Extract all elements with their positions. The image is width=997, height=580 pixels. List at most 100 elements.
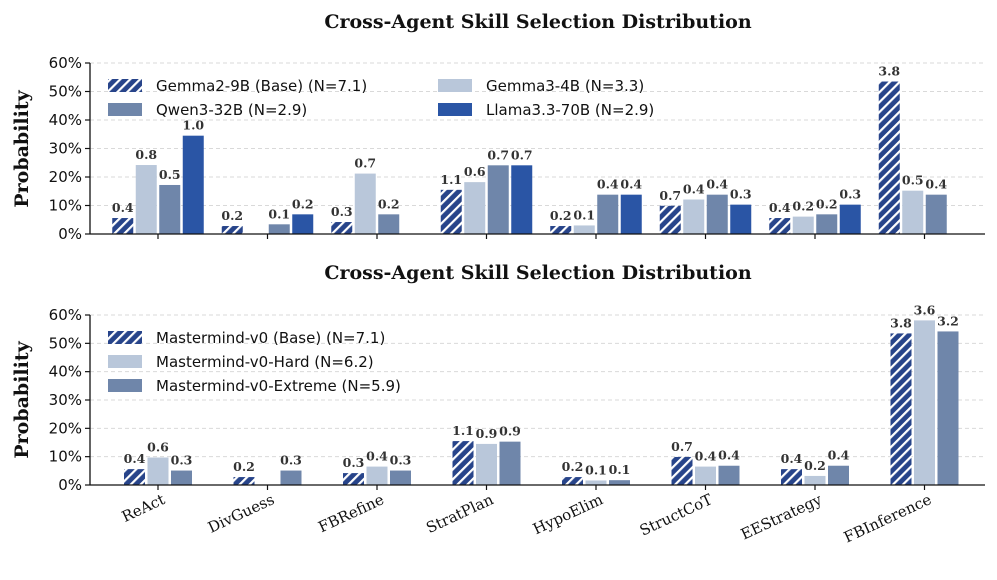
y-tick-label: 10%: [49, 448, 82, 466]
chart-title: Cross-Agent Skill Selection Distribution: [324, 11, 752, 33]
data-label: 0.2: [292, 196, 314, 211]
bar: [280, 470, 302, 485]
legend: Mastermind-v0 (Base) (N=7.1) Mastermind-v…: [108, 329, 401, 395]
data-label: 0.2: [378, 196, 400, 211]
bar: [839, 204, 861, 234]
y-axis-label: Probability: [11, 340, 33, 458]
data-label: 0.3: [839, 187, 861, 202]
bars: [124, 320, 959, 485]
legend-entry: Gemma3-4B (N=3.3): [486, 77, 644, 95]
bar: [828, 465, 849, 485]
data-label: 0.7: [659, 188, 681, 203]
x-tick-label: FBRefine: [316, 490, 387, 536]
legend-entry: Mastermind-v0 (Base) (N=7.1): [156, 329, 385, 347]
bar: [331, 222, 353, 234]
data-label: 0.2: [804, 458, 826, 473]
data-label: 0.6: [147, 440, 169, 455]
data-label: 3.8: [890, 315, 912, 330]
data-label: 0.2: [562, 459, 584, 474]
legend-swatch: [108, 379, 142, 392]
bar: [816, 214, 838, 234]
legend: Gemma2-9B (Base) (N=7.1) Gemma3-4B (N=3.3…: [108, 77, 654, 119]
data-label: 0.1: [268, 206, 290, 221]
data-label: 0.2: [233, 459, 255, 474]
data-label: 0.5: [159, 167, 181, 182]
bar: [890, 333, 912, 485]
data-label: 0.7: [511, 147, 533, 162]
legend-entry: Gemma2-9B (Base) (N=7.1): [156, 77, 367, 95]
data-label: 0.5: [902, 173, 924, 188]
data-label: 0.2: [221, 208, 243, 223]
axes: 0% 10% 20% 30% 40% 50% 60%: [49, 54, 985, 243]
y-tick-label: 50%: [49, 83, 82, 101]
data-label: 0.2: [550, 208, 572, 223]
bar: [597, 194, 619, 234]
y-tick-label: 60%: [49, 54, 82, 72]
data-label: 0.3: [730, 187, 752, 202]
data-label: 0.4: [718, 448, 740, 463]
gridlines: [90, 62, 985, 206]
data-label: 0.4: [695, 449, 717, 464]
data-label: 1.1: [452, 423, 474, 438]
bar: [159, 184, 181, 234]
bar: [112, 218, 134, 234]
bar: [452, 441, 474, 485]
bar: [476, 443, 497, 485]
bar: [440, 189, 462, 234]
bar: [769, 218, 791, 234]
bar: [781, 469, 802, 485]
legend-swatch: [108, 103, 142, 116]
bar: [343, 473, 364, 485]
y-tick-label: 40%: [49, 363, 82, 381]
bar: [221, 226, 243, 234]
legend-swatch: [438, 103, 472, 116]
data-label: 3.2: [937, 313, 959, 328]
bars: [112, 81, 947, 235]
bar: [268, 224, 290, 234]
data-label: 0.9: [499, 424, 521, 439]
bar: [124, 469, 145, 485]
bar: [730, 204, 752, 234]
chart-panel-bottom: Cross-Agent Skill Selection Distribution…: [11, 262, 985, 547]
y-tick-label: 20%: [49, 168, 82, 186]
data-label: 0.4: [683, 182, 705, 197]
bar: [147, 457, 169, 485]
bar: [366, 466, 388, 485]
data-label: 0.4: [828, 448, 850, 463]
data-label: 0.3: [390, 453, 412, 468]
bar: [706, 194, 728, 234]
data-label: 0.7: [671, 439, 693, 454]
bar: [902, 190, 924, 234]
chart-title: Cross-Agent Skill Selection Distribution: [324, 262, 752, 284]
bar: [292, 214, 314, 234]
y-axis-label: Probability: [11, 89, 33, 207]
data-label: 0.1: [573, 207, 595, 222]
data-label: 0.1: [585, 462, 607, 477]
bar: [233, 477, 255, 485]
y-tick-label: 50%: [49, 334, 82, 352]
x-tick-label: ReAct: [119, 490, 168, 526]
data-labels: 0.40.60.3 0.2 0.3 0.3 0.4 0.31.1 0.9 0.90.2 0.1 0…: [124, 302, 959, 477]
x-tick-label: HypoElim: [530, 490, 606, 538]
data-label: 0.4: [112, 200, 134, 215]
data-label: 1.1: [440, 172, 462, 187]
bar: [792, 216, 814, 234]
gridlines: [90, 314, 985, 458]
data-label: 0.4: [781, 451, 803, 466]
data-label: 0.8: [135, 147, 157, 162]
data-label: 0.4: [597, 177, 619, 192]
chart-panel-top: Cross-Agent Skill Selection Distribution…: [11, 11, 985, 243]
x-tick-label: DivGuess: [205, 490, 277, 536]
bar: [695, 466, 716, 485]
x-tick-label: StructCoT: [637, 490, 715, 539]
data-label: 0.2: [816, 196, 838, 211]
bar: [718, 465, 740, 485]
data-label: 0.3: [171, 453, 193, 468]
bar: [914, 320, 935, 485]
data-label: 3.8: [878, 64, 900, 79]
y-tick-label: 60%: [49, 306, 82, 324]
data-label: 0.2: [792, 199, 814, 214]
data-label: 0.4: [366, 449, 388, 464]
bar: [511, 165, 533, 234]
